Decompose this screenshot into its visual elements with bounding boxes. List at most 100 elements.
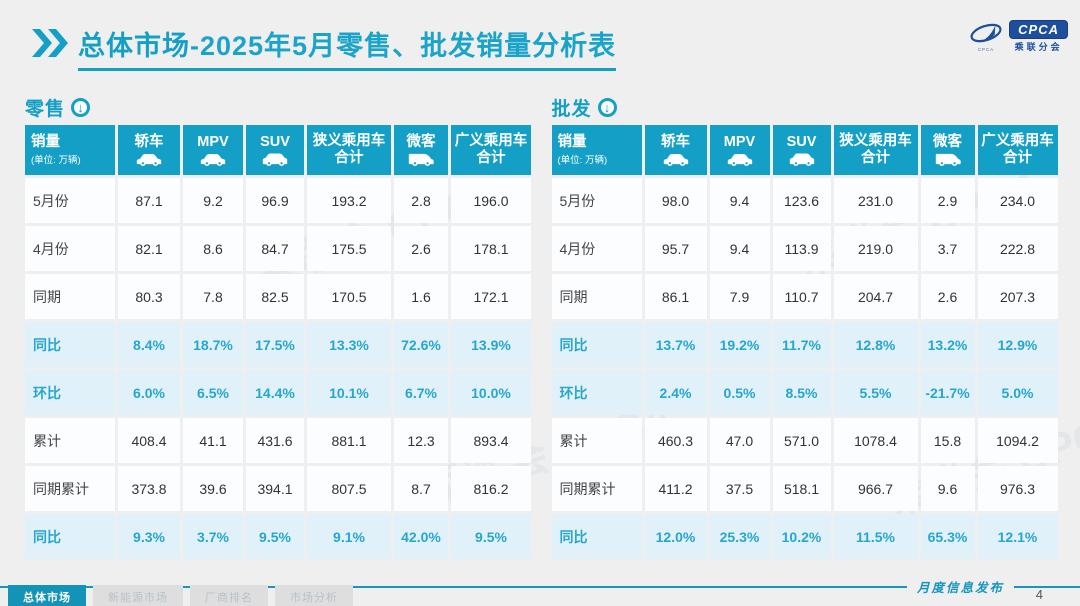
retail-table: 销量 (单位: 万辆) 轿车 MPV SUV 狭义乘用车 合计 微客 广义乘用车 合计 5月份 87.…	[22, 122, 534, 562]
column-header: 广义乘用车 合计	[977, 125, 1058, 175]
column-header: 微客	[394, 125, 448, 175]
data-cell: 18.7%	[183, 322, 243, 367]
data-cell: 881.1	[307, 418, 391, 463]
data-cell: 41.1	[183, 418, 243, 463]
column-header-label: 广义乘用车	[454, 133, 528, 150]
data-cell: 207.3	[977, 274, 1058, 319]
data-cell: 2.4%	[644, 370, 707, 415]
column-header: MPV	[183, 125, 243, 175]
data-cell: 113.9	[772, 226, 831, 271]
data-cell: 37.5	[709, 466, 770, 511]
data-cell: 80.3	[118, 274, 180, 319]
column-header: 轿车	[644, 125, 707, 175]
data-cell: 13.9%	[451, 322, 531, 367]
row-label: 累计	[551, 418, 642, 463]
row-label: 同期累计	[25, 466, 115, 511]
footer-tab-2[interactable]: 新能源市场	[93, 585, 183, 606]
data-cell: 10.1%	[307, 370, 391, 415]
down-arrow-icon: ↓	[71, 97, 91, 117]
row-label: 环比	[25, 370, 115, 415]
column-header: 微客	[920, 125, 975, 175]
page-title-rest: -2025年5月零售、批发销量分析表	[190, 31, 617, 61]
row-label: 同比	[551, 514, 642, 559]
mpv-icon	[200, 154, 226, 167]
table-row: 同比 8.4% 18.7% 17.5% 13.3% 72.6% 13.9%	[25, 322, 531, 367]
data-cell: 9.4	[709, 226, 770, 271]
row-label: 同期	[551, 274, 642, 319]
column-header-label: 销量	[31, 134, 60, 151]
column-header-label: 狭义乘用车	[839, 133, 912, 150]
data-cell: 12.8%	[833, 322, 918, 367]
row-label: 同比	[25, 322, 115, 367]
data-cell: 6.7%	[394, 370, 448, 415]
data-cell: 1.6	[394, 274, 448, 319]
data-cell: 96.9	[246, 178, 304, 223]
retail-section: 零售 ↓ 销量 (单位: 万辆) 轿车 MPV SUV 狭义乘用车 合计 微客 广义乘用车 合计 5月份…	[25, 94, 531, 562]
van-icon	[408, 154, 434, 167]
column-header-label: MPV	[197, 133, 229, 150]
data-cell: 408.4	[118, 418, 180, 463]
data-cell: 170.5	[307, 274, 391, 319]
table-row: 5月份 98.0 9.4 123.6 231.0 2.9 234.0	[551, 178, 1058, 223]
table-row: 累计 408.4 41.1 431.6 881.1 12.3 893.4	[25, 418, 531, 463]
data-cell: 373.8	[118, 466, 180, 511]
down-arrow-icon: ↓	[597, 97, 617, 117]
column-header-unit: (单位: 万辆)	[31, 154, 81, 166]
sedan-icon	[663, 154, 688, 167]
column-header-label: 广义乘用车	[981, 133, 1054, 150]
data-cell: 976.3	[977, 466, 1058, 511]
data-cell: 7.9	[709, 274, 770, 319]
data-cell: 10.2%	[772, 514, 831, 559]
data-cell: 222.8	[977, 226, 1058, 271]
mpv-icon	[727, 154, 752, 167]
data-cell: 14.4%	[246, 370, 304, 415]
row-label: 累计	[25, 418, 115, 463]
data-cell: 39.6	[183, 466, 243, 511]
row-label: 5月份	[25, 178, 115, 223]
footer-tab-4[interactable]: 市场分析	[275, 585, 353, 606]
data-cell: 460.3	[644, 418, 707, 463]
table-row: 同期累计 373.8 39.6 394.1 807.5 8.7 816.2	[25, 466, 531, 511]
column-header-label: SUV	[786, 133, 817, 150]
footer-line-left	[0, 585, 907, 588]
data-cell: 82.5	[246, 274, 304, 319]
wholesale-label: 批发 ↓	[552, 94, 1057, 120]
data-cell: 9.5%	[451, 514, 531, 559]
data-cell: 1094.2	[977, 418, 1058, 463]
retail-label: 零售 ↓	[25, 94, 530, 120]
table-row: 同比 9.3% 3.7% 9.5% 9.1% 42.0% 9.5%	[25, 514, 531, 559]
data-cell: 84.7	[246, 226, 304, 271]
van-icon	[935, 154, 961, 167]
header: 总体市场-2025年5月零售、批发销量分析表	[30, 24, 617, 71]
table-row: 同比 13.7% 19.2% 11.7% 12.8% 13.2% 12.9%	[551, 322, 1058, 367]
page-number: 4	[1035, 587, 1043, 602]
data-cell: 2.6	[394, 226, 448, 271]
data-cell: 816.2	[451, 466, 531, 511]
column-header-label2: 合计	[1003, 150, 1032, 166]
row-label: 同比	[25, 514, 115, 559]
data-cell: 431.6	[246, 418, 304, 463]
footer-tab-3[interactable]: 厂商排名	[190, 585, 268, 606]
wholesale-table: 销量 (单位: 万辆) 轿车 MPV SUV 狭义乘用车 合计 微客 广义乘用车 合计 5月份 98.…	[549, 122, 1061, 562]
table-row: 5月份 87.1 9.2 96.9 193.2 2.8 196.0	[25, 178, 531, 223]
data-cell: 6.0%	[118, 370, 180, 415]
table-row: 同期 80.3 7.8 82.5 170.5 1.6 172.1	[25, 274, 531, 319]
data-cell: 17.5%	[246, 322, 304, 367]
footer-rule: 月度信息发布	[0, 577, 1080, 596]
data-cell: 98.0	[644, 178, 707, 223]
footer-tab-1[interactable]: 总体市场	[8, 585, 86, 606]
data-cell: 2.9	[920, 178, 975, 223]
data-cell: 7.8	[183, 274, 243, 319]
column-header-label: 微客	[406, 133, 436, 150]
column-header: SUV	[246, 125, 304, 175]
row-label: 同期累计	[551, 466, 642, 511]
data-cell: 10.0%	[451, 370, 531, 415]
data-cell: 9.1%	[307, 514, 391, 559]
column-header: 狭义乘用车 合计	[833, 125, 918, 175]
data-cell: 8.6	[183, 226, 243, 271]
data-cell: 110.7	[772, 274, 831, 319]
column-header-label2: 合计	[476, 150, 506, 166]
table-row: 4月份 95.7 9.4 113.9 219.0 3.7 222.8	[551, 226, 1058, 271]
suv-icon	[789, 153, 814, 167]
